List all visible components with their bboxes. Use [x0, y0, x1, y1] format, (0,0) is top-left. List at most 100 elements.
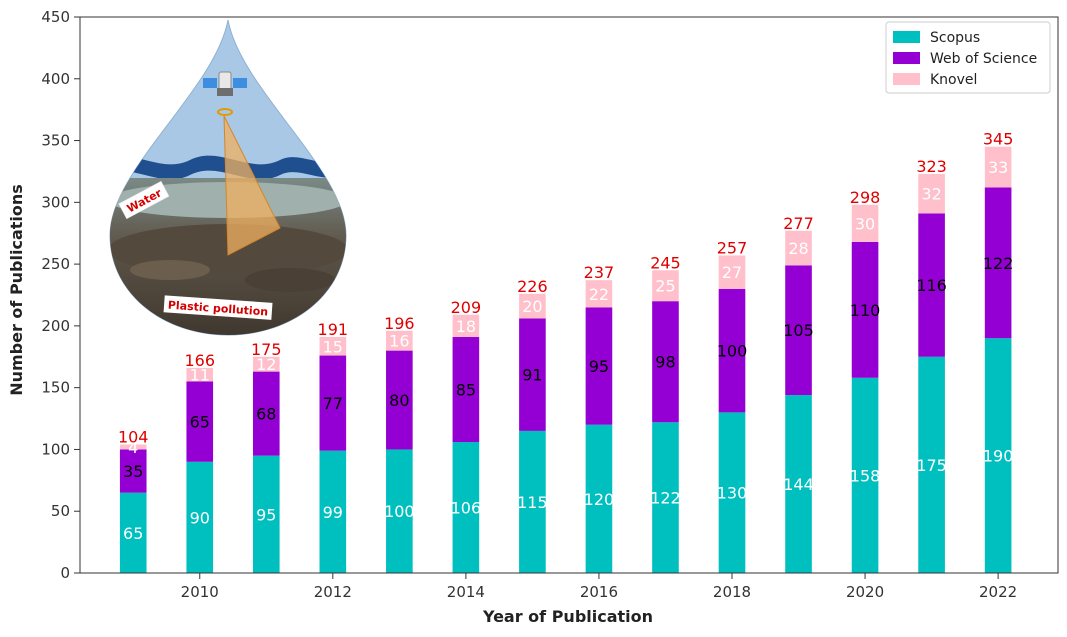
bar-knovel-2016 — [585, 280, 613, 308]
bar-knovel-2015 — [519, 293, 546, 319]
segment-label-scopus-2010: 90 — [190, 508, 210, 527]
bar-knovel-2011 — [252, 356, 280, 372]
y-tick-label-250: 250 — [41, 255, 70, 273]
legend-label-scopus: Scopus — [930, 30, 980, 46]
segment-label-knovel-2010: 11 — [190, 366, 210, 385]
segment-label-scopus-2015: 115 — [517, 493, 548, 512]
bar-knovel-2019 — [785, 230, 812, 266]
segment-label-knovel-2014: 18 — [456, 317, 476, 336]
bar-knovel-2010 — [186, 367, 214, 382]
bar-web-of-science-2018 — [718, 288, 746, 413]
x-axis: 2010 2012 2014 2016 2018 2020 2022 — [181, 573, 1017, 601]
total-label-2012: 191 — [318, 320, 349, 339]
segment-label-scopus-2021: 175 — [916, 456, 947, 475]
segment-label-scopus-2009: 65 — [123, 524, 143, 543]
total-label-2017: 245 — [650, 253, 681, 272]
satellite-icon — [203, 71, 247, 116]
segment-label-web-of-science-2011: 68 — [256, 405, 276, 424]
bar-web-of-science-2022 — [984, 187, 1012, 339]
segment-label-web-of-science-2017: 98 — [655, 353, 675, 372]
segment-label-scopus-2017: 122 — [650, 489, 681, 508]
bar-scopus-2022 — [984, 338, 1012, 573]
y-tick-label-50: 50 — [51, 502, 70, 520]
segment-label-knovel-2011: 12 — [256, 355, 276, 374]
total-label-2009: 104 — [118, 428, 149, 447]
bar-scopus-2013 — [386, 449, 413, 573]
segment-label-web-of-science-2015: 91 — [522, 366, 542, 385]
y-tick-label-100: 100 — [41, 440, 70, 458]
total-label-2021: 323 — [916, 157, 947, 176]
legend-swatch-knovel — [893, 73, 920, 85]
segment-label-web-of-science-2018: 100 — [717, 342, 748, 361]
bar-scopus-2009 — [119, 492, 147, 573]
bar-web-of-science-2009 — [119, 449, 147, 493]
total-label-2016: 237 — [584, 263, 615, 282]
segment-label-knovel-2018: 27 — [722, 263, 742, 282]
y-tick-label-400: 400 — [41, 70, 70, 88]
legend-label-web-of-science: Web of Science — [930, 51, 1037, 67]
legend-label-knovel: Knovel — [930, 72, 977, 88]
segment-label-scopus-2013: 100 — [384, 502, 415, 521]
bar-scopus-2016 — [585, 424, 613, 573]
sensing-beam — [223, 115, 281, 256]
total-label-2011: 175 — [251, 340, 282, 359]
bar-knovel-2022 — [984, 146, 1012, 188]
bar-web-of-science-2012 — [319, 355, 347, 451]
bar-scopus-2010 — [186, 461, 214, 573]
x-tick-label-2010: 2010 — [181, 583, 219, 601]
segment-label-scopus-2022: 190 — [983, 447, 1014, 466]
x-tick-label-2012: 2012 — [314, 583, 352, 601]
bar-scopus-2011 — [252, 455, 280, 573]
segment-label-knovel-2016: 22 — [589, 285, 609, 304]
y-axis: 0 50 100 150 200 250 300 350 400 450 — [41, 8, 80, 582]
segment-label-web-of-science-2022: 122 — [983, 254, 1014, 273]
bar-scopus-2019 — [785, 395, 812, 573]
y-tick-label-350: 350 — [41, 132, 70, 150]
segment-label-scopus-2014: 106 — [451, 499, 482, 518]
segment-label-knovel-2013: 16 — [389, 332, 409, 351]
bar-web-of-science-2020 — [851, 241, 879, 378]
bar-scopus-2014 — [452, 442, 480, 573]
segment-label-web-of-science-2010: 65 — [190, 413, 210, 432]
total-label-2015: 226 — [517, 277, 548, 296]
total-label-2020: 298 — [850, 188, 881, 207]
segment-label-knovel-2015: 20 — [522, 297, 542, 316]
bar-knovel-2018 — [718, 255, 746, 289]
segment-label-knovel-2020: 30 — [855, 214, 875, 233]
bars-layer — [119, 146, 1012, 573]
segment-label-web-of-science-2021: 116 — [916, 276, 947, 295]
bar-knovel-2017 — [652, 270, 679, 302]
segment-label-scopus-2016: 120 — [584, 490, 615, 509]
segment-label-knovel-2009: 4 — [128, 438, 138, 457]
total-label-2019: 277 — [783, 214, 814, 233]
segment-label-knovel-2019: 28 — [788, 239, 808, 258]
y-tick-label-300: 300 — [41, 193, 70, 211]
y-tick-label-0: 0 — [60, 564, 70, 582]
segment-label-web-of-science-2009: 35 — [123, 462, 143, 481]
bar-scopus-2018 — [718, 412, 746, 573]
total-label-2013: 196 — [384, 314, 415, 333]
bar-web-of-science-2015 — [519, 318, 546, 431]
bar-web-of-science-2021 — [918, 213, 945, 357]
segment-labels-layer: 65 35 4 90 65 11 95 68 12 99 77 15 100 80 16 106 85 18 115… — [123, 158, 1013, 543]
bar-web-of-science-2011 — [252, 371, 280, 456]
y-tick-label-200: 200 — [41, 317, 70, 335]
bar-web-of-science-2010 — [186, 381, 214, 462]
bar-knovel-2009 — [119, 444, 147, 450]
bar-knovel-2012 — [319, 337, 347, 356]
y-axis-title: Number of Publications — [7, 184, 26, 396]
segment-label-knovel-2017: 25 — [655, 277, 675, 296]
bar-scopus-2012 — [319, 450, 347, 573]
bar-scopus-2017 — [652, 422, 679, 573]
legend: Scopus Web of Science Knovel — [885, 21, 1051, 94]
segment-label-scopus-2019: 144 — [783, 475, 814, 494]
x-tick-label-2014: 2014 — [447, 583, 485, 601]
segment-label-web-of-science-2019: 105 — [783, 321, 814, 340]
inset-illustration: Water Plastic pollution — [109, 19, 347, 336]
segment-label-scopus-2012: 99 — [323, 503, 343, 522]
x-tick-label-2018: 2018 — [713, 583, 751, 601]
segment-label-knovel-2021: 32 — [921, 185, 941, 204]
segment-label-scopus-2020: 158 — [850, 466, 881, 485]
